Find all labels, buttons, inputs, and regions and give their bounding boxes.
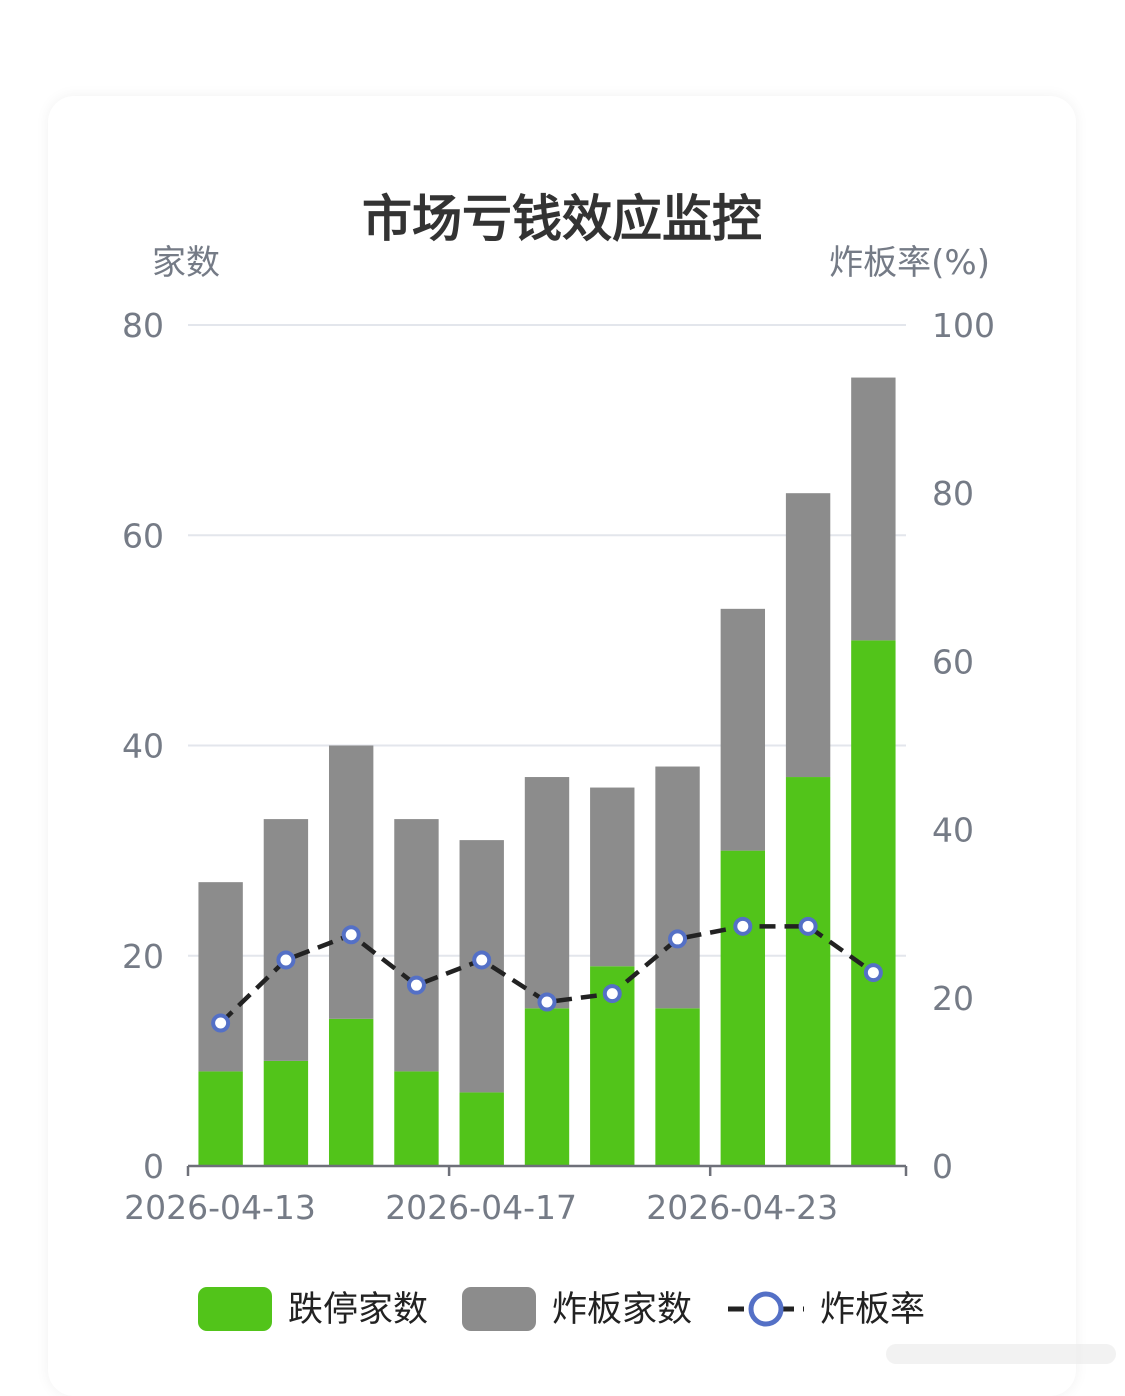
rate-point xyxy=(341,925,361,945)
left-axis-unit: 家数 xyxy=(152,243,220,283)
legend-swatch-failed-board xyxy=(462,1287,536,1331)
bar-failed-board xyxy=(785,493,831,778)
rate-point xyxy=(668,929,688,949)
right-tick-label: 60 xyxy=(932,642,974,681)
bar-failed-board xyxy=(524,777,570,1009)
left-tick-label: 60 xyxy=(122,516,164,555)
bars-group xyxy=(198,377,896,1166)
legend-marker-rate xyxy=(748,1291,784,1327)
bar-failed-board xyxy=(394,819,439,1072)
left-tick-label: 40 xyxy=(122,727,164,766)
rate-point xyxy=(211,1013,231,1033)
x-axis: 2026-04-13 2026-04-17 2026-04-23 xyxy=(124,1164,908,1227)
legend-swatch-limit-down xyxy=(198,1287,272,1331)
legend-label-rate: 炸板率 xyxy=(820,1290,925,1330)
right-tick-label: 0 xyxy=(932,1147,953,1186)
bar-limit-down xyxy=(198,1071,243,1166)
rate-point xyxy=(863,963,883,983)
rate-line-group xyxy=(211,916,883,1033)
bar-limit-down xyxy=(328,1018,374,1166)
bar-failed-board xyxy=(263,819,309,1061)
x-tick-label: 2026-04-23 xyxy=(646,1188,838,1227)
right-tick-label: 20 xyxy=(932,979,974,1018)
right-axis-unit: 炸板率(%) xyxy=(829,243,990,283)
left-axis-ticks: 0 20 40 60 80 xyxy=(122,306,164,1186)
bar-limit-down xyxy=(524,1008,570,1166)
bar-failed-board xyxy=(328,745,374,1019)
left-tick-label: 0 xyxy=(143,1147,164,1186)
right-axis-ticks: 0 20 40 60 80 100 xyxy=(932,306,995,1186)
legend-label-failed-board: 炸板家数 xyxy=(552,1290,692,1330)
bar-failed-board xyxy=(720,608,766,851)
bar-failed-board xyxy=(655,766,700,1009)
bar-failed-board xyxy=(198,882,243,1072)
watermark-mark xyxy=(886,1344,1116,1364)
right-tick-label: 100 xyxy=(932,306,995,345)
left-tick-label: 80 xyxy=(122,306,164,345)
rate-point xyxy=(733,916,753,936)
right-tick-label: 40 xyxy=(932,811,974,850)
legend-label-limit-down: 跌停家数 xyxy=(288,1290,428,1330)
bar-limit-down xyxy=(785,777,831,1166)
bar-limit-down xyxy=(394,1071,439,1166)
bar-limit-down xyxy=(851,640,896,1166)
rate-point xyxy=(798,916,818,936)
bar-limit-down xyxy=(655,1008,700,1166)
rate-point xyxy=(537,992,557,1012)
x-tick-label: 2026-04-13 xyxy=(124,1188,316,1227)
chart-title: 市场亏钱效应监控 xyxy=(362,190,762,248)
rate-point xyxy=(406,975,426,995)
bar-limit-down xyxy=(720,850,766,1166)
legend: 跌停家数 炸板家数 炸板率 xyxy=(198,1287,925,1331)
bar-limit-down xyxy=(263,1060,309,1166)
rate-point xyxy=(472,950,492,970)
right-tick-label: 80 xyxy=(932,474,974,513)
x-tick-label: 2026-04-17 xyxy=(385,1188,577,1227)
rate-point xyxy=(276,950,296,970)
rate-point xyxy=(602,984,622,1004)
left-tick-label: 20 xyxy=(122,937,164,976)
bar-limit-down xyxy=(459,1092,504,1166)
bar-failed-board xyxy=(851,377,896,641)
bar-failed-board xyxy=(590,787,635,967)
